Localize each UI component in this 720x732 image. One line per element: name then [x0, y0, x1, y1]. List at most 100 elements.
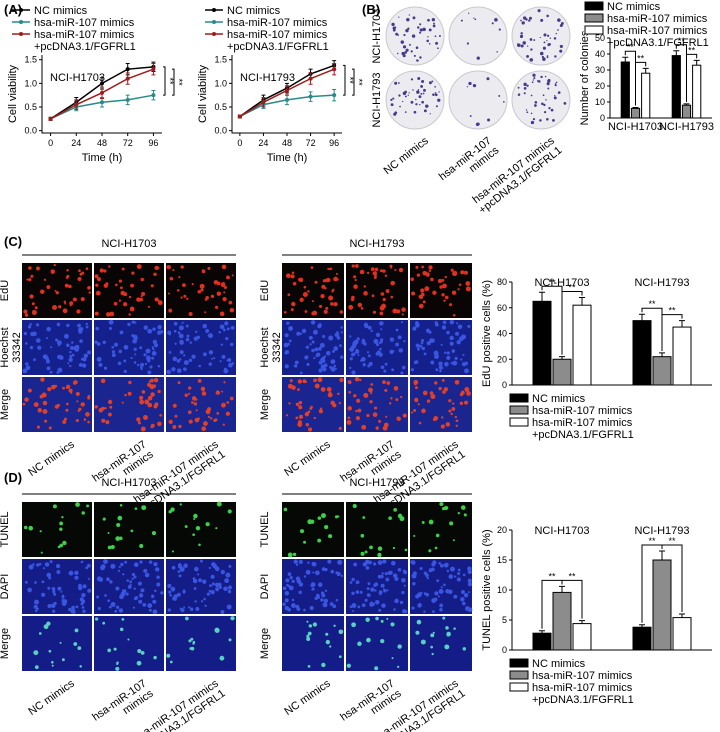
- cell: [69, 301, 74, 306]
- legend-label: NC mimics: [532, 393, 586, 405]
- cell: [411, 573, 417, 579]
- cell: [95, 290, 101, 296]
- axis: [41, 55, 162, 134]
- cell: [168, 332, 172, 336]
- cell: [340, 331, 343, 334]
- cell: [440, 586, 443, 589]
- cell: [330, 569, 335, 574]
- cell: [108, 605, 112, 609]
- colony: [534, 104, 537, 107]
- cell: [45, 337, 49, 340]
- cell: [460, 589, 465, 594]
- cell: [329, 267, 333, 271]
- colony: [526, 54, 530, 58]
- cell: [359, 590, 363, 594]
- cell: [461, 390, 464, 393]
- cell: [327, 559, 332, 564]
- bar: [681, 104, 692, 119]
- cell: [375, 332, 381, 338]
- cell: [449, 341, 454, 346]
- legend-swatch: [509, 405, 529, 415]
- cell: [172, 269, 175, 272]
- cell: [318, 368, 323, 373]
- cell: [452, 402, 455, 405]
- micrograph: [346, 377, 408, 432]
- cell: [323, 355, 327, 358]
- colony: [392, 97, 395, 100]
- cell: [465, 281, 471, 286]
- cell: [137, 581, 142, 586]
- colony: [526, 84, 529, 87]
- cell: [438, 561, 441, 565]
- cell: [116, 662, 119, 666]
- error-bar: [539, 291, 545, 302]
- cell: [379, 347, 382, 351]
- cell: [41, 580, 45, 584]
- colony: [526, 111, 529, 114]
- cell: [463, 592, 469, 598]
- cell: [182, 589, 186, 593]
- y-tick-label: 20: [595, 81, 605, 91]
- cell: [114, 609, 118, 613]
- significance-label: **: [668, 536, 676, 546]
- cell: [283, 507, 288, 512]
- cell: [80, 297, 85, 302]
- colony: [412, 89, 414, 91]
- significance-label: **: [345, 77, 355, 85]
- cell: [123, 292, 128, 297]
- cell: [150, 594, 155, 599]
- cell: [206, 411, 209, 414]
- significance-bracket: [561, 290, 583, 355]
- cell: [439, 603, 444, 608]
- cell: [448, 399, 452, 403]
- cell: [77, 277, 82, 282]
- cell: [197, 417, 200, 420]
- cell: [53, 592, 57, 596]
- colony: [402, 100, 404, 103]
- cell: [354, 264, 359, 268]
- cell: [394, 268, 397, 271]
- cell: [152, 384, 157, 388]
- cell: [370, 267, 375, 272]
- cell: [78, 363, 83, 367]
- colony: [548, 42, 551, 46]
- cell: [308, 624, 313, 628]
- colony: [543, 110, 547, 114]
- cell: [47, 604, 52, 609]
- cell: [75, 605, 79, 609]
- cell: [139, 346, 143, 350]
- category-label: NCI-H1793: [659, 121, 714, 133]
- cell: [179, 350, 184, 355]
- colony: [412, 16, 416, 20]
- cell: [221, 354, 226, 359]
- text-line: +pcDNA3.1/FGFRL1: [532, 429, 634, 441]
- colony: [521, 21, 525, 25]
- cell: [147, 359, 151, 363]
- cell: [445, 626, 449, 630]
- cell: [292, 552, 297, 557]
- error-bar: [642, 67, 649, 74]
- cell: [111, 353, 116, 358]
- colony: [498, 28, 501, 31]
- cell: [444, 295, 449, 300]
- y-tick-label: 80: [497, 277, 507, 287]
- cell: [82, 584, 87, 589]
- y-tick-label: 0.0: [214, 126, 227, 136]
- cell: [128, 313, 131, 316]
- cell: [415, 630, 420, 635]
- cell: [314, 280, 318, 284]
- cell: [37, 407, 43, 413]
- cell: [144, 399, 150, 405]
- cell: [211, 582, 215, 586]
- cell: [107, 532, 110, 535]
- cell: [467, 566, 472, 571]
- colony: [523, 82, 527, 86]
- row-label: TUNEL: [0, 511, 11, 547]
- cell: [183, 563, 188, 568]
- cell: [346, 663, 352, 668]
- cell: [199, 559, 203, 563]
- cell: [195, 525, 201, 531]
- group-title: NCI-H1703: [101, 238, 156, 250]
- cell: [223, 286, 227, 290]
- cell: [102, 340, 106, 345]
